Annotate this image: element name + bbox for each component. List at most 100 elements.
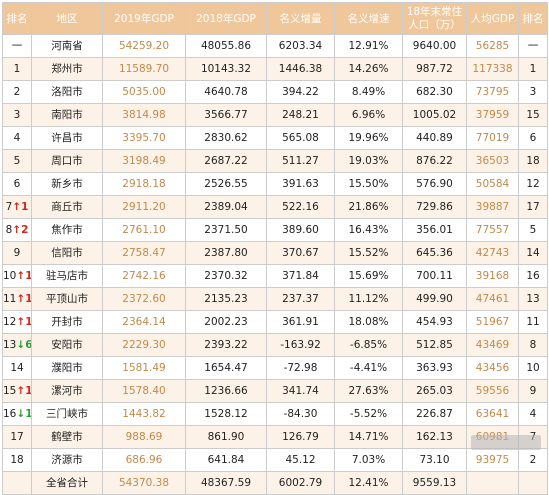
nominal-rate-cell: 11.12%: [334, 287, 403, 311]
rank-value: 1: [13, 63, 21, 75]
rank-value: 17: [10, 431, 24, 443]
population-cell: 454.93: [402, 310, 467, 334]
gdp-2019-cell: 1578.40: [102, 379, 186, 403]
gdp-2018-cell: 2393.22: [185, 333, 267, 357]
per-capita-gdp-cell: 117338: [466, 57, 519, 81]
nominal-rate-cell: 12.91%: [334, 34, 403, 58]
nominal-rate-cell: 21.86%: [334, 195, 403, 219]
population-cell: 265.03: [402, 379, 467, 403]
per-capita-gdp-cell: 39887: [466, 195, 519, 219]
nominal-rate-cell: 19.96%: [334, 126, 403, 150]
rank-cell: 15↑1: [2, 379, 32, 403]
table-row: 15↑1漯河市1578.401236.66341.7427.63%265.035…: [2, 379, 548, 403]
rank-change-value: 2: [21, 224, 29, 236]
region-cell: 开封市: [31, 310, 103, 334]
per-capita-gdp-cell: 73795: [466, 80, 519, 104]
gdp-2019-cell: 11589.70: [102, 57, 186, 81]
region-cell: 平顶山市: [31, 287, 103, 311]
gdp-2019-cell: 1443.82: [102, 402, 186, 426]
per-capita-gdp-cell: 43469: [466, 333, 519, 357]
header-per-capita-rank: 排名: [518, 2, 548, 35]
table-row: 16↓1三门峡市1443.821528.12-84.30-5.52%226.87…: [2, 402, 548, 426]
gdp-2019-cell: 2742.16: [102, 264, 186, 288]
rank-cell: 16↓1: [2, 402, 32, 426]
region-cell: 三门峡市: [31, 402, 103, 426]
gdp-2019-cell: 2372.60: [102, 287, 186, 311]
gdp-2018-cell: 2687.22: [185, 149, 267, 173]
gdp-2018-cell: 2387.80: [185, 241, 267, 265]
nominal-rate-cell: 27.63%: [334, 379, 403, 403]
nominal-increase-cell: 394.22: [266, 80, 335, 104]
rank-cell: 一: [2, 34, 32, 58]
table-row: 一河南省 54259.20 48055.86 6203.34 12.91% 9640.00…: [2, 34, 548, 58]
nominal-increase-cell: 371.84: [266, 264, 335, 288]
per-capita-rank-cell: 6: [518, 126, 548, 150]
rank-value: 6: [13, 178, 21, 190]
rank-cell: 6: [2, 172, 32, 196]
per-capita-rank-cell: [518, 471, 548, 495]
gdp-2019-cell: 1581.49: [102, 356, 186, 380]
region-cell: 濮阳市: [31, 356, 103, 380]
gdp-2019-cell: 2911.20: [102, 195, 186, 219]
gdp-2018-cell: 2135.23: [185, 287, 267, 311]
population-cell: 700.11: [402, 264, 467, 288]
rank-value: 8: [5, 224, 13, 236]
region-cell: 鹤壁市: [31, 425, 103, 449]
rank-cell: 8↑2: [2, 218, 32, 242]
gdp-2018-cell: 48367.59: [185, 471, 267, 495]
table-row: 13↓6安阳市2229.302393.22-163.92-6.85%512.85…: [2, 333, 548, 357]
rank-value: 14: [10, 362, 24, 374]
rank-cell: 3: [2, 103, 32, 127]
population-cell: 499.90: [402, 287, 467, 311]
region-cell: 济源市: [31, 448, 103, 472]
rank-change-value: 6: [25, 339, 30, 351]
gdp-2019-cell: 3814.98: [102, 103, 186, 127]
gdp-2018-cell: 861.90: [185, 425, 267, 449]
nominal-rate-cell: 6.96%: [334, 103, 403, 127]
rank-cell: 17: [2, 425, 32, 449]
per-capita-gdp-cell: 47461: [466, 287, 519, 311]
rank-cell: 14: [2, 356, 32, 380]
per-capita-gdp-cell: 77019: [466, 126, 519, 150]
rank-cell: 18: [2, 448, 32, 472]
gdp-2018-cell: 3566.77: [185, 103, 267, 127]
nominal-increase-cell: 45.12: [266, 448, 335, 472]
header-gdp-2019: 2019年GDP: [102, 2, 186, 35]
gdp-2019-cell: 2758.47: [102, 241, 186, 265]
gdp-2018-cell: 2002.23: [185, 310, 267, 334]
table-row: 5 周口市 3198.49 2687.22 511.27 19.03% 876.22 3650…: [2, 149, 548, 173]
rank-value: 15: [3, 385, 17, 397]
nominal-increase-cell: -72.98: [266, 356, 335, 380]
rank-value: 3: [13, 109, 21, 121]
nominal-increase-cell: 391.63: [266, 172, 335, 196]
population-cell: 226.87: [402, 402, 467, 426]
nominal-rate-cell: 14.71%: [334, 425, 403, 449]
region-cell: 驻马店市: [31, 264, 103, 288]
gdp-2018-cell: 2370.32: [185, 264, 267, 288]
per-capita-gdp-cell: 56285: [466, 34, 519, 58]
per-capita-gdp-cell: 42743: [466, 241, 519, 265]
rank-value: 12: [3, 316, 17, 328]
region-cell: 南阳市: [31, 103, 103, 127]
gdp-2019-cell: 5035.00: [102, 80, 186, 104]
table-row: 9 信阳市 2758.47 2387.80 370.67 15.52% 645.36 4274…: [2, 241, 548, 265]
arrow-down-icon: ↓: [16, 408, 26, 420]
region-cell: 郑州市: [31, 57, 103, 81]
per-capita-gdp-cell: 36503: [466, 149, 519, 173]
per-capita-rank-cell: 13: [518, 287, 548, 311]
arrow-down-icon: ↓: [16, 339, 26, 351]
rank-cell: 4: [2, 126, 32, 150]
per-capita-rank-cell: 4: [518, 402, 548, 426]
per-capita-rank-cell: 一: [518, 34, 548, 58]
gdp-2019-cell: 988.69: [102, 425, 186, 449]
gdp-2018-cell: 1236.66: [185, 379, 267, 403]
per-capita-rank-cell: 9: [518, 379, 548, 403]
gdp-2019-cell: 686.96: [102, 448, 186, 472]
nominal-rate-cell: 15.50%: [334, 172, 403, 196]
rank-value: 2: [13, 86, 21, 98]
table-row: 6 新乡市 2918.18 2526.55 391.63 15.50% 576.90 5058…: [2, 172, 548, 196]
per-capita-gdp-cell: 59556: [466, 379, 519, 403]
rank-value: 13: [3, 339, 17, 351]
population-cell: 9559.13: [402, 471, 467, 495]
per-capita-rank-cell: 15: [518, 103, 548, 127]
